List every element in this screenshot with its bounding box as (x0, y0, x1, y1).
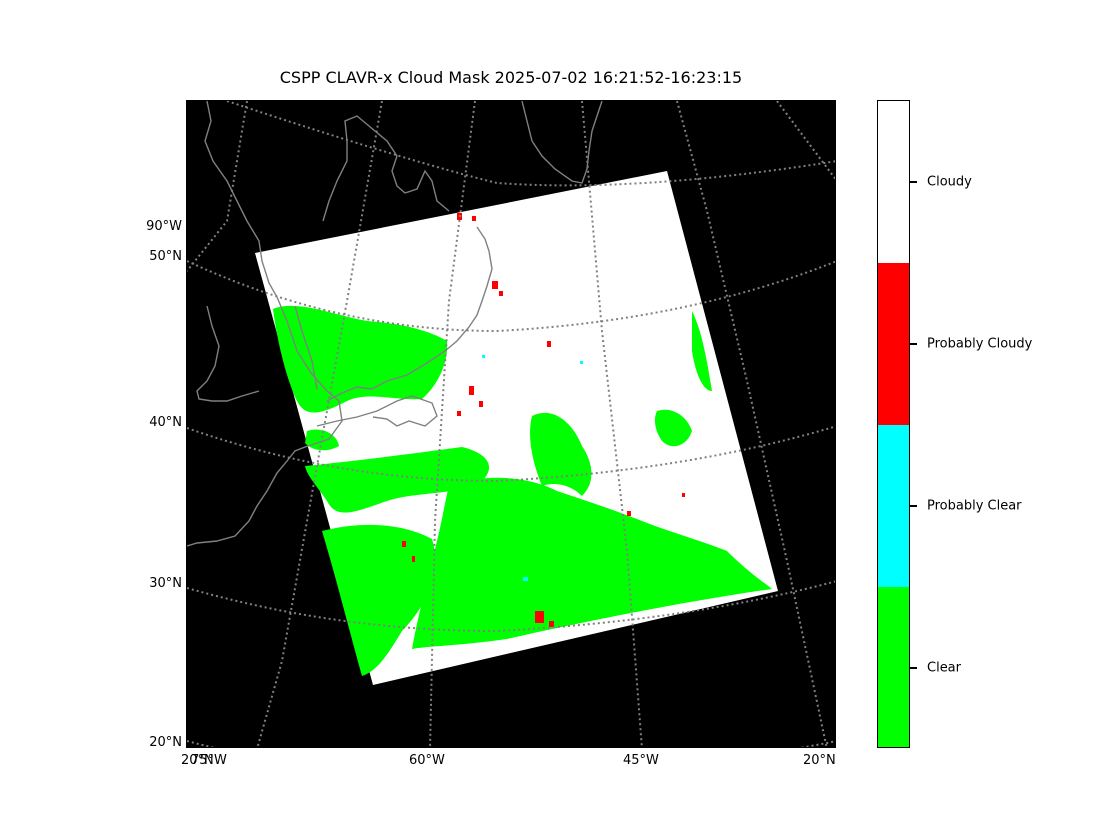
colorbar-swatch-probably-cloudy (878, 263, 909, 425)
lon-label-45w: 45°W (623, 753, 659, 768)
lat-label-90w: 90°W (146, 219, 182, 234)
clear-regions (273, 305, 772, 676)
lat-label-40n: 40°N (149, 415, 182, 430)
colorbar-swatch-clear (878, 587, 909, 747)
coastlines (187, 101, 603, 547)
lon-label-75w: 75°W (191, 753, 227, 768)
colorbar-tick (910, 505, 917, 507)
colorbar (877, 100, 910, 748)
probably-clear-regions (482, 355, 583, 581)
colorbar-tick (910, 667, 917, 669)
map-title: CSPP CLAVR-x Cloud Mask 2025-07-02 16:21… (279, 68, 743, 87)
lat-label-50n: 50°N (149, 249, 182, 264)
colorbar-swatch-cloudy (878, 101, 909, 263)
lon-label-20n-left: 20°N (181, 753, 214, 768)
lat-label-30n: 30°N (149, 576, 182, 591)
graticule (187, 101, 835, 747)
probably-cloudy-regions (402, 213, 685, 627)
lon-label-60w: 60°W (409, 753, 445, 768)
lon-label-20n-right: 20°N (803, 753, 836, 768)
colorbar-label-clear: Clear (927, 660, 961, 676)
colorbar-label-probably-cloudy: Probably Cloudy (927, 336, 1033, 352)
lat-label-20n: 20°N (149, 735, 182, 750)
colorbar-swatch-probably-clear (878, 425, 909, 587)
colorbar-tick (910, 181, 917, 183)
colorbar-label-probably-clear: Probably Clear (927, 498, 1022, 514)
cloud-mask-map (186, 100, 836, 748)
map-canvas (187, 101, 835, 747)
colorbar-tick (910, 343, 917, 345)
colorbar-label-cloudy: Cloudy (927, 174, 972, 190)
